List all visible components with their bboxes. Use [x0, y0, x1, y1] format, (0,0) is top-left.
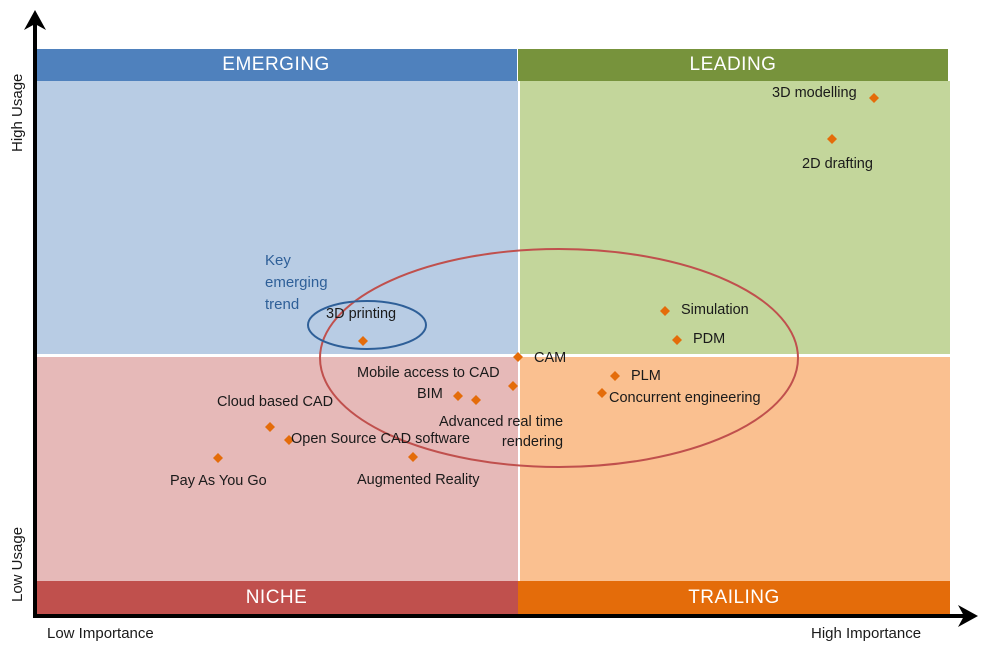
callout-ellipse: [307, 300, 427, 350]
marker-plm: [610, 371, 620, 381]
highlight-ellipse: [319, 248, 799, 468]
item-label-3d-modelling: 3D modelling: [772, 85, 857, 101]
marker-cloud-cad: [265, 422, 275, 432]
marker-3d-modelling: [869, 93, 879, 103]
item-label-concurrent-engineering: Concurrent engineering: [609, 390, 761, 406]
item-label-cam: CAM: [534, 350, 567, 366]
item-label-pdm: PDM: [693, 331, 726, 347]
item-label-2d-drafting: 2D drafting: [802, 156, 873, 172]
trailing-band: TRAILING: [518, 581, 950, 614]
item-label-pay-as-you-go: Pay As You Go: [170, 473, 267, 489]
emerging-band: EMERGING: [35, 49, 517, 81]
item-label-augmented-reality: Augmented Reality: [357, 472, 480, 488]
y-axis-high-label: High Usage: [9, 73, 26, 152]
marker-advanced-rendering: [471, 395, 481, 405]
item-label-bim: BIM: [417, 386, 443, 402]
item-label-cloud-cad: Cloud based CAD: [217, 394, 334, 410]
marker-concurrent-engineering: [597, 388, 607, 398]
y-axis-arrowhead: [24, 10, 46, 30]
item-label-open-source-cad: Open Source CAD software: [291, 431, 470, 447]
item-label-plm: PLM: [631, 368, 661, 384]
niche-band: NICHE: [35, 581, 518, 614]
item-label-mobile-access: Mobile access to CAD: [357, 365, 500, 381]
marker-pay-as-you-go: [213, 453, 223, 463]
item-label-3d-printing: 3D printing: [326, 306, 397, 322]
niche-quadrant: [35, 357, 518, 581]
x-axis-high-label: High Importance: [811, 625, 922, 642]
item-label-advanced-rendering: Advanced real time rendering: [439, 414, 564, 450]
leading-band: LEADING: [518, 49, 948, 81]
y-axis-low-label: Low Usage: [9, 526, 26, 602]
marker-simulation: [660, 306, 670, 316]
key-emerging-trend-callout: Key emerging trend: [265, 252, 328, 313]
item-label-simulation: Simulation: [681, 302, 749, 318]
marker-augmented-reality: [408, 452, 418, 462]
marker-cam: [513, 352, 523, 362]
marker-2d-drafting: [827, 134, 837, 144]
leading-quadrant: [520, 81, 950, 354]
x-axis-arrowhead: [958, 605, 978, 627]
marker-bim: [453, 391, 463, 401]
marker-open-source-cad: [284, 435, 294, 445]
marker-3d-printing: [358, 336, 368, 346]
marker-pdm: [672, 335, 682, 345]
x-axis-low-label: Low Importance: [47, 625, 154, 642]
emerging-quadrant: [35, 81, 518, 354]
trailing-quadrant: [520, 357, 950, 581]
marker-mobile-access: [508, 381, 518, 391]
